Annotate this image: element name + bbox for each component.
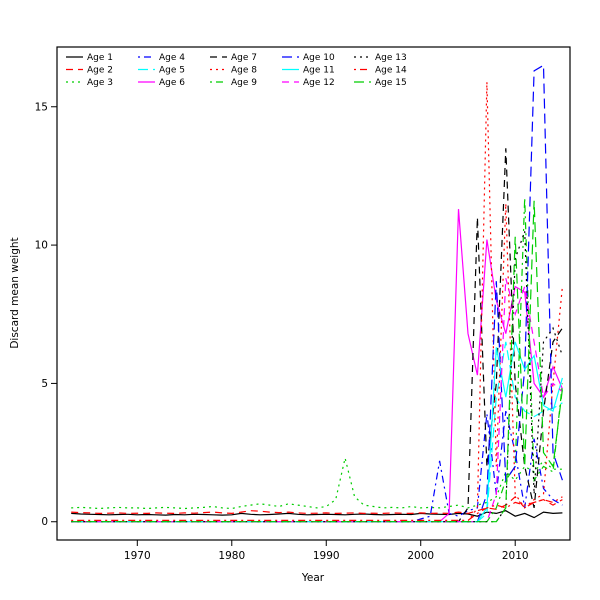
series-line-age-4 [71,410,563,523]
y-tick-label: 0 [41,516,48,528]
legend-label: Age 15 [375,78,407,88]
x-tick-label: 2010 [502,550,529,562]
legend-item-age-13: Age 13 [354,53,407,63]
legend-item-age-14: Age 14 [354,66,407,76]
legend-item-age-6: Age 6 [138,78,185,88]
x-tick-label: 2000 [407,550,434,562]
legend-label: Age 1 [87,53,113,63]
y-tick-label: 10 [35,240,48,252]
y-tick-label: 5 [41,378,48,390]
legend-item-age-11: Age 11 [282,66,335,76]
series-line-age-3 [71,457,563,510]
y-tick-label: 15 [35,101,48,113]
legend-label: Age 11 [303,66,335,76]
legend-item-age-3: Age 3 [66,78,113,88]
legend-item-age-4: Age 4 [138,53,185,63]
x-axis-label: Year [301,572,325,584]
y-axis-label: Discard mean weight [9,237,21,349]
legend-item-age-8: Age 8 [210,66,257,76]
series-line-age-14 [71,496,563,522]
series-line-age-15 [71,200,563,523]
legend-item-age-2: Age 2 [66,66,113,76]
legend-item-age-12: Age 12 [282,78,335,88]
x-tick-label: 1990 [313,550,340,562]
series-line-age-2 [71,495,563,515]
series-line-age-1 [71,510,563,519]
legend-label: Age 3 [87,78,113,88]
legend-label: Age 8 [231,66,257,76]
legend-item-age-5: Age 5 [138,66,185,76]
legend-item-age-10: Age 10 [282,53,335,63]
legend-label: Age 2 [87,66,113,76]
plot-border [56,46,571,541]
legend-item-age-15: Age 15 [354,78,407,88]
legend-label: Age 4 [159,53,185,63]
legend-label: Age 5 [159,66,185,76]
legend-item-age-7: Age 7 [210,53,257,63]
legend-label: Age 6 [159,78,185,88]
legend-label: Age 14 [375,66,407,76]
legend-label: Age 12 [303,78,335,88]
series-line-age-10 [71,64,563,523]
legend-item-age-1: Age 1 [66,53,113,63]
x-tick-label: 1970 [124,550,151,562]
legend-label: Age 13 [375,53,407,63]
legend-label: Age 9 [231,78,257,88]
series-line-age-7 [71,148,563,523]
x-tick-label: 1980 [218,550,245,562]
legend-item-age-9: Age 9 [210,78,257,88]
legend-label: Age 7 [231,53,257,63]
legend-label: Age 10 [303,53,335,63]
